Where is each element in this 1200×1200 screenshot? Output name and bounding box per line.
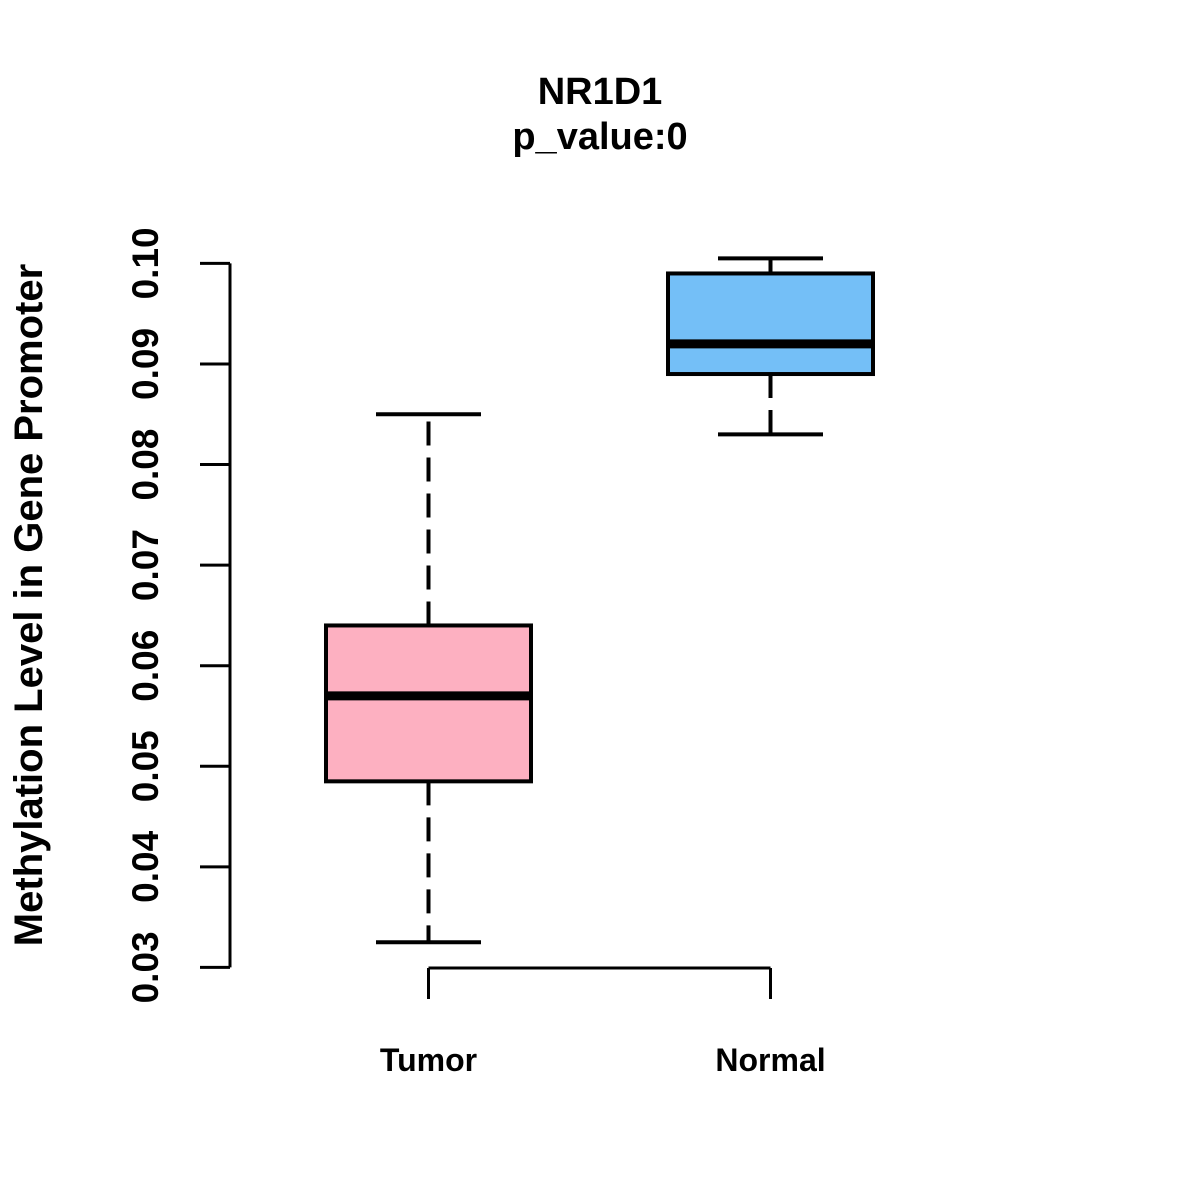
y-tick-label: 0.08 [125,429,166,501]
y-tick-label: 0.07 [125,529,166,601]
chart-subtitle: p_value:0 [512,116,687,158]
y-tick-label: 0.03 [125,931,166,1003]
y-tick-label: 0.09 [125,328,166,400]
chart-title: NR1D1 [538,71,663,113]
axes-layer: 0.03 0.04 0.05 0.06 0.07 0.08 0.09 0.10 Tumor Nor… [125,227,826,1078]
iqr-box-normal [666,271,875,377]
x-category-label: Tumor [380,1042,477,1078]
boxes-layer [324,256,875,945]
y-tick-label: 0.04 [125,830,166,902]
y-tick-label: 0.10 [125,227,166,299]
x-category-label: Normal [715,1042,825,1078]
y-tick-label: 0.06 [125,630,166,702]
y-axis-label: Methylation Level in Gene Promoter [7,264,51,946]
iqr-box-tumor [324,623,533,784]
y-tick-label: 0.05 [125,730,166,802]
